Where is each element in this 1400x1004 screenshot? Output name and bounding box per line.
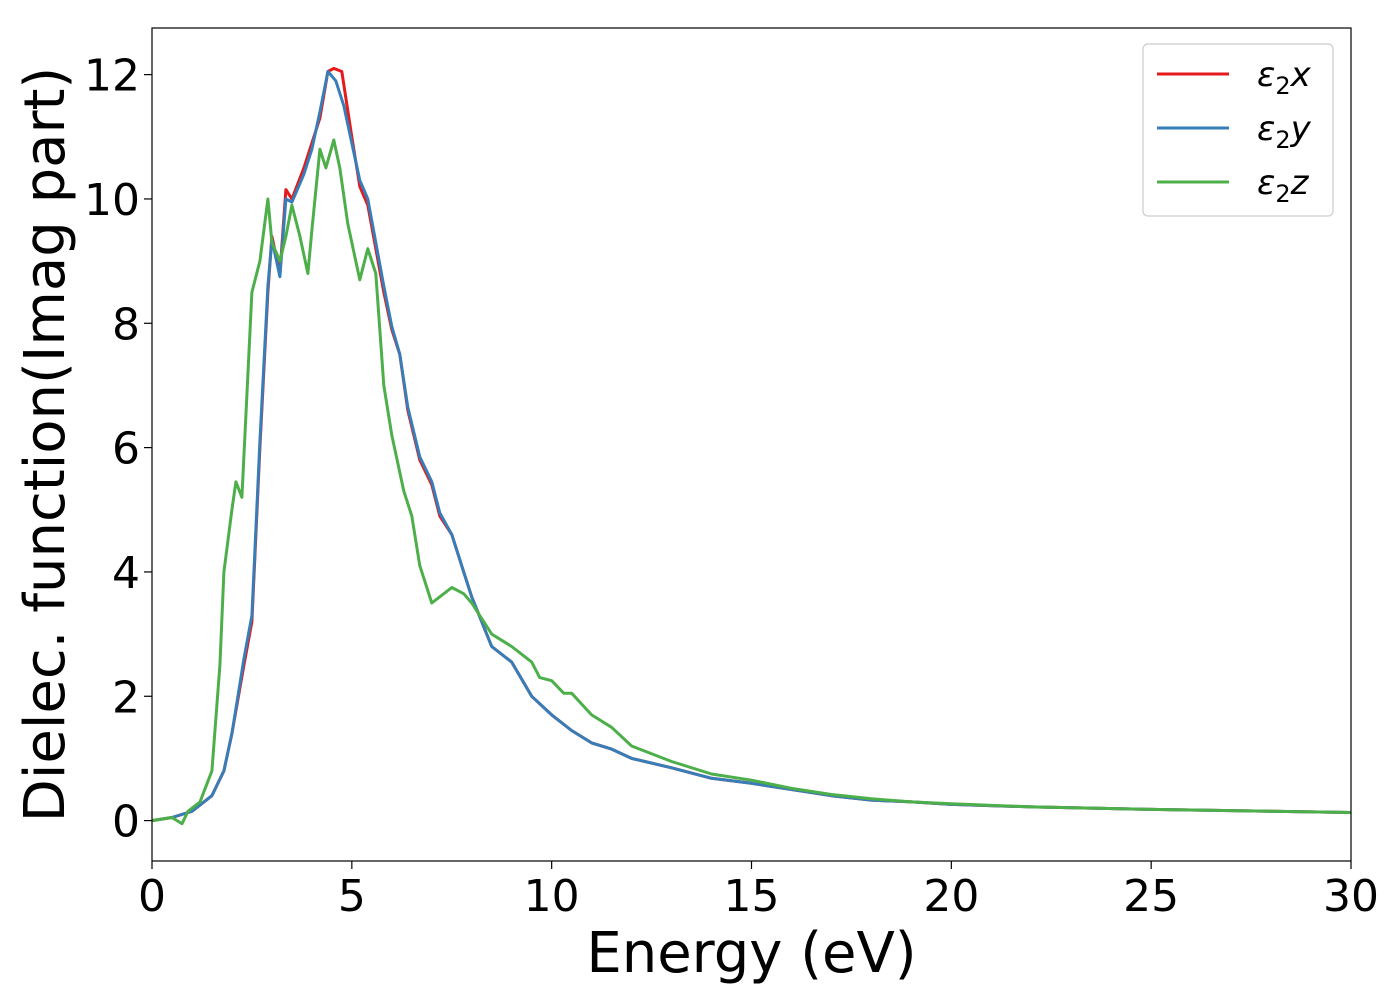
x-tick-label: 25 <box>1123 871 1179 922</box>
series-line-z <box>151 138 1352 826</box>
x-tick-label: 10 <box>524 871 580 922</box>
y-tick-label: 4 <box>112 548 140 599</box>
y-axis-title: Dielec. function(Imag part) <box>13 67 78 823</box>
legend-label-y: ε2y <box>1257 109 1312 154</box>
x-tick-label: 15 <box>724 871 780 922</box>
y-tick-label: 0 <box>112 797 140 848</box>
y-tick-label: 6 <box>112 424 140 475</box>
x-tick-label: 20 <box>923 871 979 922</box>
y-tick-label: 12 <box>84 51 140 102</box>
y-tick-label: 2 <box>112 672 140 723</box>
legend-label-z: ε2z <box>1257 163 1310 208</box>
series-line-y <box>151 70 1352 823</box>
y-tick-label: 10 <box>84 175 140 226</box>
x-tick-label: 0 <box>138 871 166 922</box>
x-axis-title: Energy (eV) <box>586 921 916 986</box>
x-tick-label: 30 <box>1323 871 1379 922</box>
y-tick-label: 8 <box>112 299 140 350</box>
legend-label-x: ε2x <box>1257 55 1312 100</box>
legend-box <box>1142 43 1334 217</box>
x-tick-label: 5 <box>338 871 366 922</box>
